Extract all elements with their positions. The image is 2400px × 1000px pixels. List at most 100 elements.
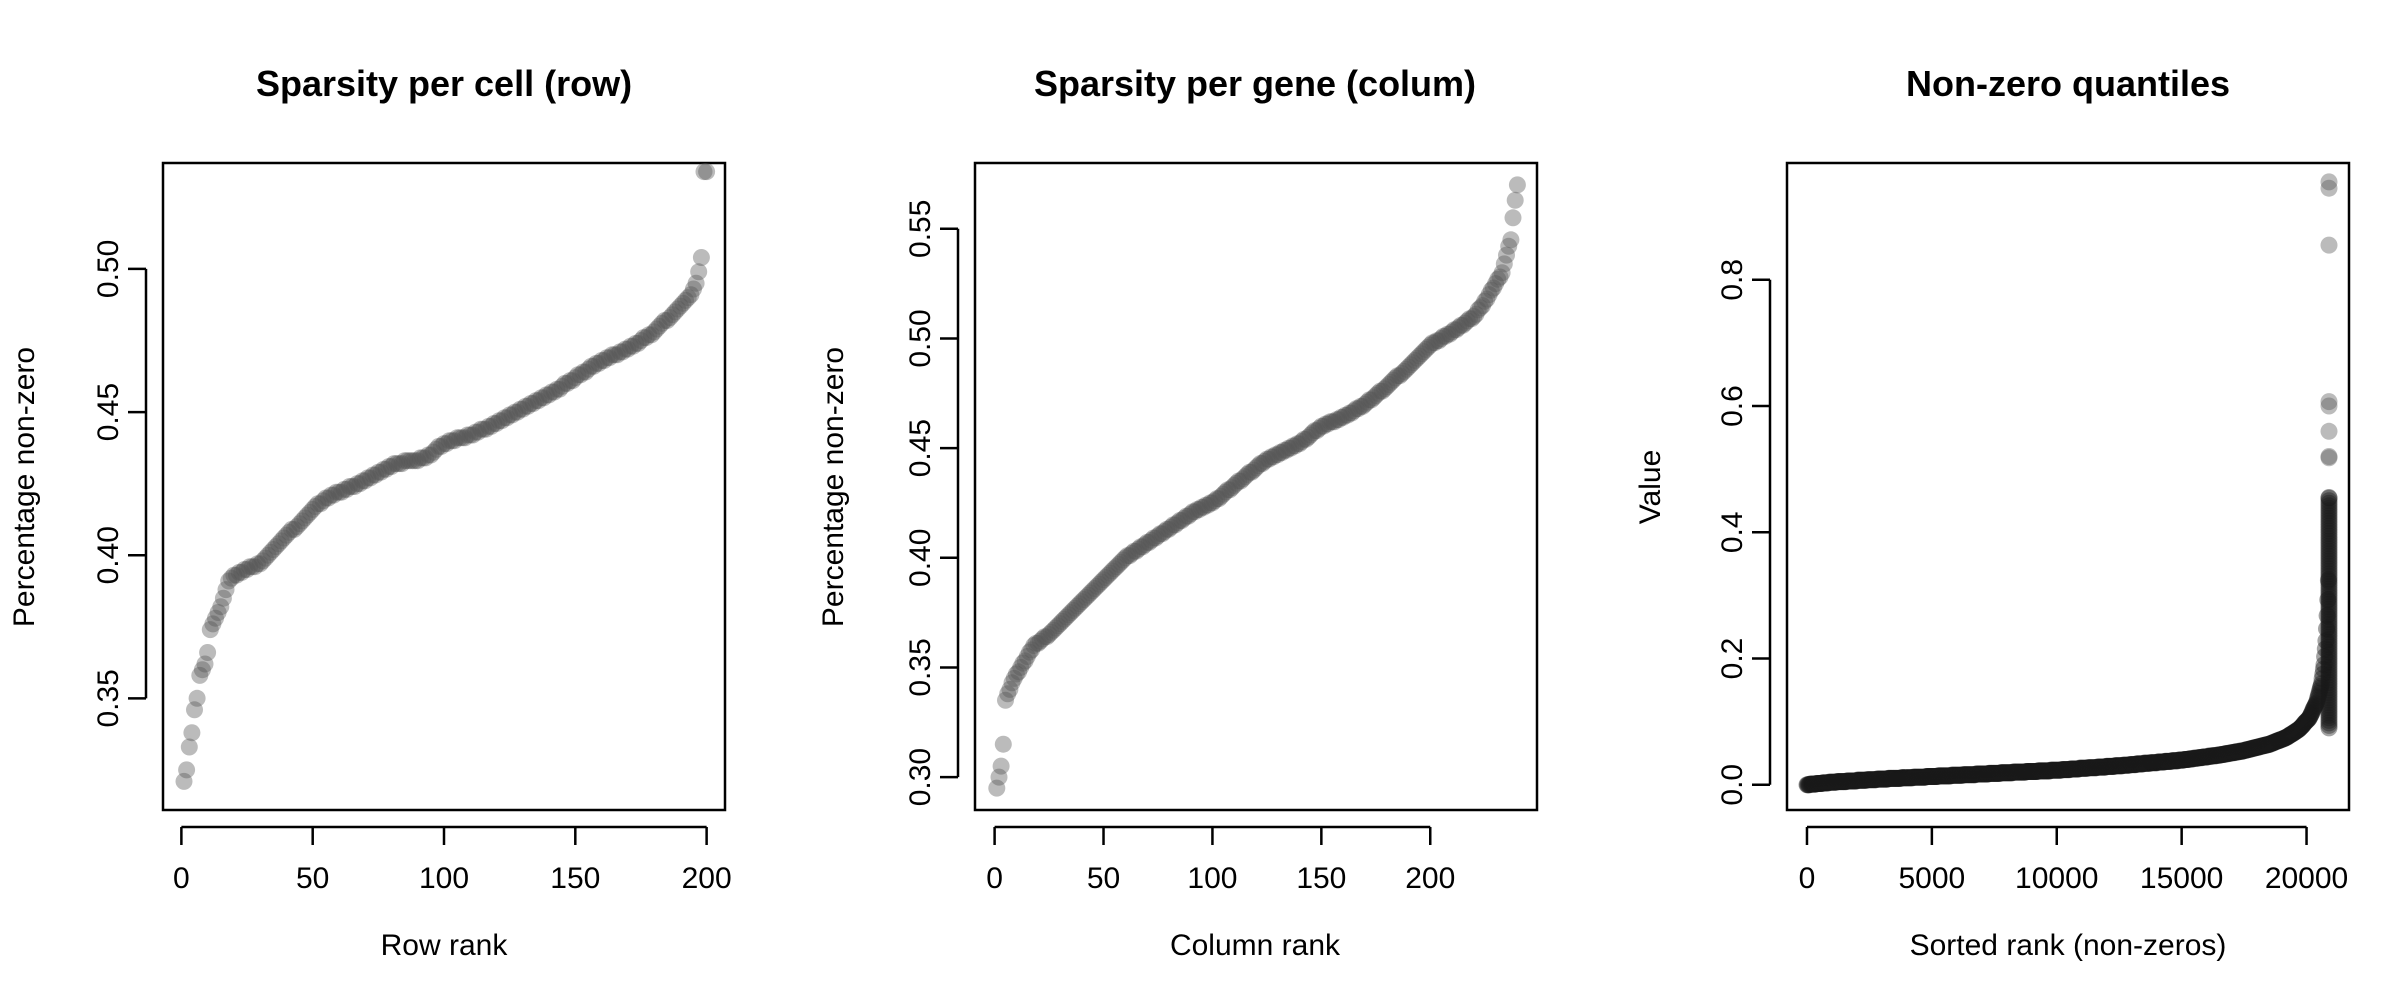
data-point [1970,765,1988,783]
data-point [2047,761,2064,779]
data-point [2320,492,2338,510]
data-point [2147,754,2165,772]
data-point [2258,736,2276,754]
data-point [2099,757,2117,775]
data-point [2100,757,2118,775]
data-point [2017,763,2035,780]
data-point [2240,740,2258,758]
data-point [2082,759,2099,777]
data-point [1809,775,1827,792]
data-point [2238,741,2256,759]
data-point [2235,742,2253,760]
data-point [1964,766,1982,784]
data-point [474,420,492,438]
data-point [2137,754,2155,772]
data-point [322,486,340,504]
data-point [409,452,427,470]
data-point [1293,433,1311,450]
data-point [2040,762,2058,780]
data-point [2320,621,2338,638]
data-point [527,392,545,410]
data-point [2320,540,2338,558]
data-point [1297,430,1315,448]
data-point [1958,766,1976,784]
data-point [2110,757,2128,775]
data-point [430,437,448,455]
data-point [440,432,458,450]
data-point [1942,766,1960,784]
data-point [1071,595,1089,613]
x-tick-label: 20000 [2265,862,2348,895]
data-point [2311,679,2329,697]
data-point [1952,766,1970,784]
data-point [1286,437,1304,455]
data-point [2103,757,2121,775]
data-point [1330,411,1348,429]
data-point [2061,761,2079,779]
data-point [2115,756,2133,774]
data-point [1897,769,1915,787]
data-point [1879,770,1896,788]
data-point [2320,504,2338,522]
data-point [180,738,198,756]
y-tick-label: 0.50 [904,309,937,367]
data-point [1895,769,1913,787]
data-point [1354,397,1372,415]
data-point [2119,756,2137,774]
data-point [1997,764,2015,782]
data-point [2320,681,2338,699]
data-point [698,163,716,181]
data-point [225,566,243,584]
data-point [1868,770,1886,788]
data-point [2216,745,2234,763]
data-point [2320,397,2338,415]
data-point [446,432,463,450]
data-point [2320,525,2338,542]
data-point [2108,757,2126,775]
data-point [2320,691,2338,709]
data-point [2320,583,2338,601]
data-point [1073,593,1091,611]
data-point [2320,600,2338,618]
data-point [2203,747,2221,765]
data-point [1860,771,1878,789]
data-point [566,369,584,387]
data-point [1142,531,1160,549]
data-point [1480,286,1498,304]
data-point [293,512,311,530]
data-point [2304,701,2322,719]
data-point [2149,753,2167,771]
data-point [2205,747,2222,765]
data-point [1882,769,1900,787]
data-point [2098,757,2116,775]
data-point [2320,547,2338,565]
scatter-points [1798,173,2338,794]
data-point [1426,334,1444,352]
data-point [2132,755,2150,773]
data-point [2185,749,2203,767]
data-point [2051,761,2069,779]
data-point [1360,391,1378,409]
data-point [2187,749,2205,767]
data-point [1874,770,1891,788]
data-point [1947,766,1965,784]
data-point [2151,753,2169,771]
data-point [2255,737,2273,755]
data-point [1867,771,1885,789]
data-point [1042,623,1060,641]
data-point [1844,772,1862,790]
data-point [1376,380,1393,398]
x-tick-label: 150 [550,862,600,895]
data-point [1308,422,1326,440]
data-point [2228,743,2246,761]
data-point [2188,749,2206,767]
data-point [2039,762,2057,780]
plot-frame [161,161,727,812]
data-point [2021,763,2039,780]
data-point [1959,766,1976,784]
data-point [2163,752,2181,770]
data-point [1950,766,1968,784]
data-point [2050,761,2068,779]
data-point [1164,516,1182,534]
x-tick-label: 200 [682,862,732,895]
